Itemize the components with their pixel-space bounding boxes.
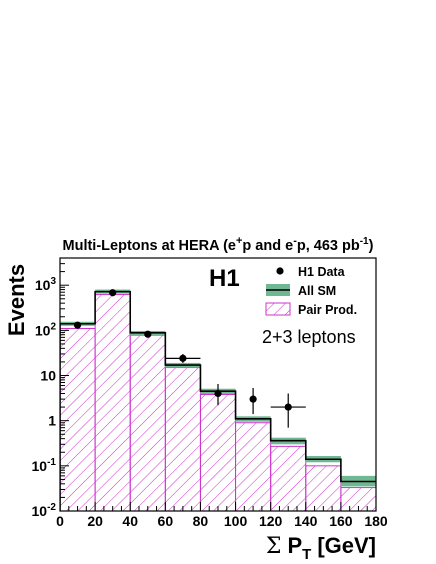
- x-tick-label: 160: [329, 513, 353, 529]
- h1-data-point: [73, 321, 82, 329]
- y-tick-exponent: -2: [47, 502, 56, 513]
- legend: H1 Data All SM Pair Prod.: [265, 265, 357, 317]
- x-tick-label: 60: [158, 513, 174, 529]
- legend-entry-all-sm: All SM: [266, 284, 336, 298]
- title-sup-lumi: -1: [360, 236, 369, 247]
- y-tick-label: 102: [35, 321, 57, 338]
- x-axis-label: Σ PT [GeV]: [266, 533, 376, 563]
- h1-data-point: [109, 289, 117, 297]
- data-marker: [284, 403, 292, 411]
- title-mid2: p, 463 pb: [297, 238, 360, 254]
- y-tick-exponent: -1: [47, 457, 56, 468]
- legend-entry-pair-prod: Pair Prod.: [265, 302, 357, 317]
- pair-prod-bar: [199, 393, 237, 511]
- y-tick-base: 1: [48, 413, 56, 429]
- experiment-label: H1: [209, 265, 240, 292]
- title-sup-minus: -: [293, 235, 297, 247]
- y-tick-base: 10: [40, 368, 56, 384]
- y-tick-label: 10-1: [32, 457, 57, 474]
- legend-hatch-icon: [265, 302, 291, 316]
- data-marker: [144, 330, 152, 338]
- data-marker: [109, 289, 117, 297]
- pair-prod-bar: [60, 327, 96, 511]
- x-tick-label: 40: [122, 513, 138, 529]
- legend-label-pair-prod: Pair Prod.: [298, 303, 357, 317]
- title-suffix: ): [369, 238, 374, 254]
- pair-prod-bar: [94, 294, 131, 511]
- y-tick-base: 10: [35, 277, 51, 293]
- pair-prod-bar: [235, 422, 272, 511]
- x-tick-label: 180: [364, 513, 388, 529]
- pair-prod-bar: [129, 334, 166, 511]
- y-tick-base: 10: [35, 322, 51, 338]
- all-sm-histogram: [60, 290, 376, 511]
- pair-prod-bar: [305, 465, 342, 511]
- x-tick-label: 140: [294, 513, 318, 529]
- pair-prod-bar: [164, 367, 201, 511]
- y-tick-exponent: 3: [50, 276, 56, 287]
- y-tick-label: 1: [48, 413, 56, 429]
- title-mid: p and e: [242, 238, 293, 254]
- h1-data-points: [73, 289, 306, 428]
- h1-data-point: [144, 330, 152, 338]
- x-tick-label: 0: [56, 513, 64, 529]
- y-tick-label: 10: [40, 368, 56, 384]
- h1-data-point: [214, 383, 222, 406]
- y-tick-base: 10: [32, 503, 48, 519]
- h1-data-point: [165, 353, 201, 363]
- title-sup-plus: +: [236, 235, 242, 247]
- x-tick-label: 80: [193, 513, 209, 529]
- data-marker: [249, 395, 257, 403]
- x-label-unit: [GeV]: [317, 533, 376, 558]
- y-axis-label: Events: [4, 264, 29, 336]
- y-tick-label: 103: [35, 276, 57, 293]
- legend-marker-icon: [276, 267, 284, 275]
- x-label-sigma: Σ: [266, 534, 282, 559]
- pair-prod-bar: [270, 445, 307, 511]
- legend-label-all-sm: All SM: [298, 284, 336, 298]
- legend-entry-h1-data: H1 Data: [276, 265, 346, 279]
- x-tick-label: 100: [224, 513, 248, 529]
- x-tick-label: 20: [87, 513, 103, 529]
- y-tick-exponent: 2: [50, 321, 56, 332]
- title-prefix: Multi-Leptons at HERA (e: [63, 238, 236, 254]
- pair-prod-histogram: [60, 294, 376, 511]
- annotation-lepton-count: 2+3 leptons: [262, 327, 356, 347]
- h1-data-point: [270, 393, 306, 428]
- data-marker: [179, 354, 187, 362]
- chart-title: Multi-Leptons at HERA (e+p and e-p, 463 …: [63, 235, 374, 254]
- h1-data-point: [249, 387, 257, 415]
- legend-label-h1-data: H1 Data: [298, 265, 346, 279]
- x-label-sub: T: [302, 546, 311, 563]
- y-tick-label: 10-2: [32, 502, 57, 519]
- y-tick-base: 10: [32, 458, 48, 474]
- all-sm-step-line: [60, 290, 376, 511]
- x-tick-labels: 0 20 40 60 80 100 120 140 160 180: [56, 513, 388, 529]
- x-tick-label: 120: [259, 513, 283, 529]
- data-marker: [214, 389, 222, 398]
- x-label-p: P: [287, 533, 302, 558]
- data-marker: [73, 321, 82, 329]
- axis-ticks: [59, 257, 377, 512]
